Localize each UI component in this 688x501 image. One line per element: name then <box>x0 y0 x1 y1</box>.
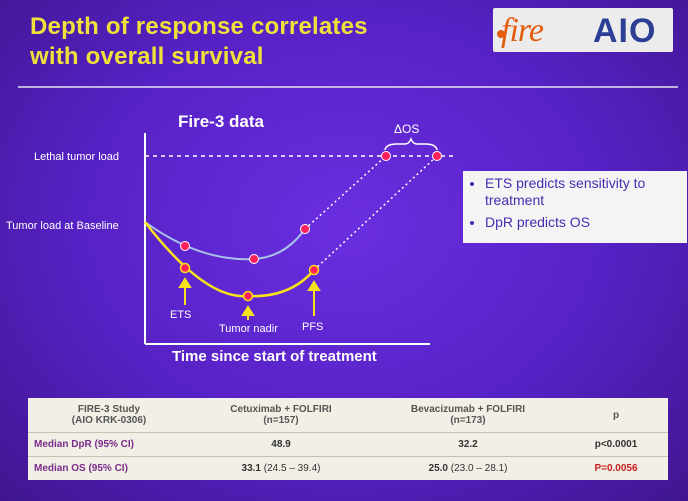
bev-dpr-value: 32.2 <box>372 432 564 457</box>
upper-progression-line <box>304 155 387 230</box>
table-row: Median DpR (95% CI) 48.9 32.2 p<0.0001 <box>28 432 668 457</box>
x-axis-label: Time since start of treatment <box>172 348 377 365</box>
cet-os-ci: (24.5 – 39.4) <box>263 463 321 474</box>
finding-dpr: DpR predicts OS <box>485 214 679 231</box>
lower-ets-marker <box>179 262 191 274</box>
bev-os-ci: (23.0 – 28.1) <box>450 463 508 474</box>
upper-response-curve <box>144 221 306 261</box>
cet-os-median: 33.1 <box>241 463 261 474</box>
delta-os-label: ΔOS <box>394 122 420 136</box>
lower-nadir-marker <box>242 290 254 302</box>
header-study: FIRE-3 Study (AIO KRK-0306) <box>28 398 190 433</box>
header-cet-line2: (n=157) <box>263 415 299 426</box>
upper-lethal-marker <box>381 151 391 161</box>
chart-title: Fire-3 data <box>178 112 264 131</box>
header-cet-line1: Cetuximab + FOLFIRI <box>230 404 332 415</box>
cet-os-value: 33.1 (24.5 – 39.4) <box>190 457 372 481</box>
slide-title: Depth of response correlates with overal… <box>30 12 368 72</box>
logo-aio-text: AIO <box>593 12 657 50</box>
delta-os-brace <box>384 136 438 151</box>
header-study-line2: (AIO KRK-0306) <box>71 415 147 426</box>
pfs-label: PFS <box>302 321 324 333</box>
table-header-row: FIRE-3 Study (AIO KRK-0306) Cetuximab + … <box>28 398 668 433</box>
y-label-baseline: Tumor load at Baseline <box>6 220 119 232</box>
title-line-2: with overall survival <box>30 43 264 70</box>
upper-pfs-marker <box>300 224 310 234</box>
finding-ets: ETS predicts sensitivity to treatment <box>485 175 679 209</box>
annotation-arrows <box>178 277 321 320</box>
upper-ets-marker <box>180 241 190 251</box>
key-findings-box: ETS predicts sensitivity to treatment Dp… <box>463 171 687 243</box>
logo-fire-text: fire <box>501 12 544 49</box>
header-study-line1: FIRE-3 Study <box>77 404 141 415</box>
lower-pfs-marker <box>308 264 320 276</box>
ets-label: ETS <box>170 309 192 321</box>
lower-progression-line <box>313 155 438 271</box>
title-line-1: Depth of response correlates <box>30 13 368 40</box>
bev-os-value: 25.0 (23.0 – 28.1) <box>372 457 564 481</box>
p-value-os: P=0.0056 <box>594 463 638 474</box>
y-label-lethal: Lethal tumor load <box>34 151 119 163</box>
logo-dot-icon <box>497 30 505 38</box>
cet-dpr-value: 48.9 <box>190 432 372 457</box>
lower-lethal-marker <box>432 151 442 161</box>
bev-os-median: 25.0 <box>428 463 448 474</box>
row-label-os: Median OS (95% CI) <box>34 463 128 474</box>
header-p: p <box>564 398 668 433</box>
header-bev-line1: Bevacizumab + FOLFIRI <box>410 404 526 415</box>
bev-dpr-median: 32.2 <box>458 439 478 450</box>
title-divider <box>18 86 678 88</box>
fire-aio-logo: fire AIO <box>493 8 673 52</box>
results-table: FIRE-3 Study (AIO KRK-0306) Cetuximab + … <box>28 398 668 480</box>
header-bev-line2: (n=173) <box>450 415 486 426</box>
header-cetuximab: Cetuximab + FOLFIRI (n=157) <box>190 398 372 433</box>
row-label-dpr: Median DpR (95% CI) <box>28 432 190 457</box>
tumor-nadir-label: Tumor nadir <box>219 323 278 335</box>
p-value-dpr: p<0.0001 <box>564 432 668 457</box>
header-bevacizumab: Bevacizumab + FOLFIRI (n=173) <box>372 398 564 433</box>
table-row: Median OS (95% CI) 33.1 (24.5 – 39.4) 25… <box>28 457 668 481</box>
upper-nadir-marker <box>249 254 259 264</box>
cet-dpr-median: 48.9 <box>271 439 291 450</box>
